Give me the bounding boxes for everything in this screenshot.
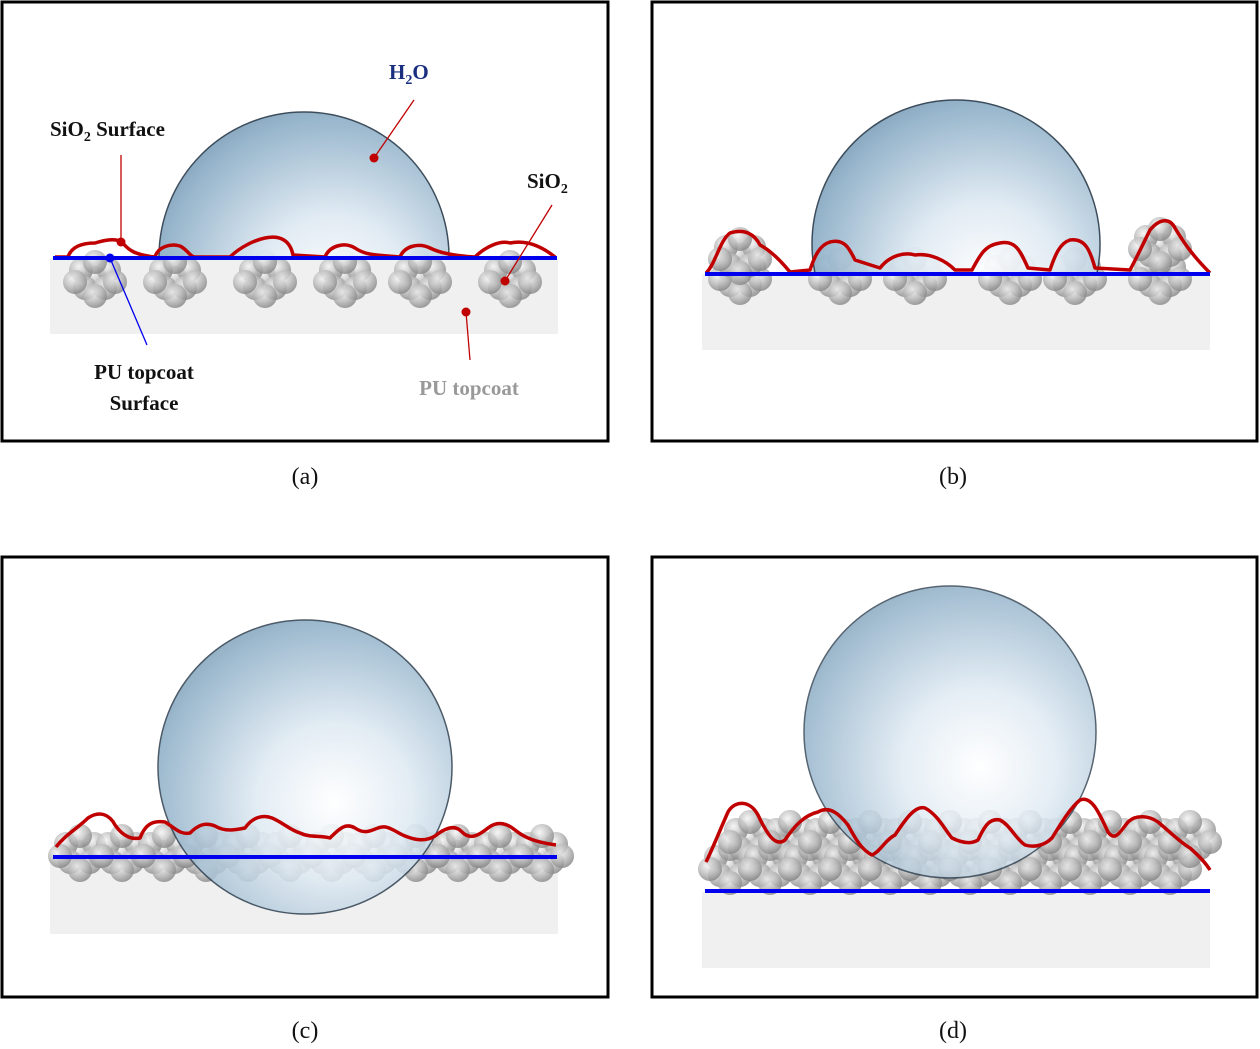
water-droplet-a <box>158 111 450 257</box>
sio2-particle <box>498 284 522 308</box>
label-pu-topcoat: PU topcoat <box>419 376 519 400</box>
sio2-particle <box>1138 857 1162 881</box>
sio2-particle <box>738 857 762 881</box>
sio2-particle <box>828 281 852 305</box>
sio2-particle <box>1078 830 1102 854</box>
sio2-particle <box>1098 857 1122 881</box>
sio2-particle <box>858 857 882 881</box>
sio2-particle <box>698 857 722 881</box>
sio2-surface-line-b <box>704 219 1212 275</box>
water-droplet-d <box>803 585 1097 879</box>
label-pu-surface-line2: Surface <box>110 391 179 415</box>
label-h2o: H2O <box>389 60 429 88</box>
sio2-particle <box>728 281 752 305</box>
sio2-particle <box>1178 844 1202 868</box>
sio2-particle <box>446 824 470 848</box>
sio2-particle <box>83 284 107 308</box>
sio2-particle <box>550 844 574 868</box>
sio2-surface-line-d <box>704 797 1212 871</box>
sio2-particle <box>1178 810 1202 834</box>
sio2-particle <box>143 270 167 294</box>
sio2-particle <box>818 857 842 881</box>
sio2-particle <box>903 281 927 305</box>
sio2-particle <box>1148 281 1172 305</box>
sio2-particle <box>110 858 134 882</box>
sio2-particle <box>1198 830 1222 854</box>
sio2-particle <box>798 830 822 854</box>
pu-topcoat-layer-a <box>50 258 558 334</box>
water-droplet-b <box>811 99 1101 273</box>
sio2-particle <box>718 830 742 854</box>
sio2-particle <box>152 824 176 848</box>
water-droplet-c <box>157 619 453 915</box>
sio2-particle <box>1018 857 1042 881</box>
sio2-particle <box>1063 281 1087 305</box>
sio2-particle <box>233 270 257 294</box>
sio2-particle <box>333 284 357 308</box>
sio2-particle <box>313 270 337 294</box>
sio2-particle <box>1148 251 1172 275</box>
sio2-particle <box>498 250 522 274</box>
sio2-particle <box>68 824 92 848</box>
sio2-particle <box>478 270 502 294</box>
sio2-particle <box>163 284 187 308</box>
caption-a: (a) <box>292 464 319 490</box>
caption-c: (c) <box>292 1018 319 1044</box>
sio2-particle <box>152 858 176 882</box>
sio2-particle <box>738 810 762 834</box>
sio2-particle <box>68 858 92 882</box>
sio2-particle <box>1058 857 1082 881</box>
sio2-particle <box>388 270 412 294</box>
sio2-particle <box>708 247 732 271</box>
sio2-particle <box>353 270 377 294</box>
sio2-particle <box>488 858 512 882</box>
caption-b: (b) <box>939 464 967 490</box>
sio2-particle <box>1148 217 1172 241</box>
sio2-particle <box>530 858 554 882</box>
sio2-particle <box>1168 267 1192 291</box>
sio2-particle <box>518 270 542 294</box>
caption-d: (d) <box>939 1018 967 1044</box>
label-pu-surface-line1: PU topcoat <box>94 360 194 384</box>
sio2-particle <box>273 270 297 294</box>
sio2-particle <box>103 270 127 294</box>
sio2-particle <box>758 830 782 854</box>
sio2-surface-line-c <box>54 812 557 849</box>
sio2-particle <box>253 284 277 308</box>
annotation-leaders <box>105 99 553 361</box>
sio2-particle <box>446 858 470 882</box>
sio2-particle <box>778 857 802 881</box>
label-sio2-surface: SiO2 Surface <box>50 117 165 145</box>
sio2-particle <box>63 270 87 294</box>
sio2-particle <box>748 247 772 271</box>
sio2-particle <box>110 824 134 848</box>
sio2-particle <box>488 824 512 848</box>
pu-topcoat-layer-b <box>702 274 1210 350</box>
sio2-particle <box>998 281 1022 305</box>
sio2-particle <box>408 284 432 308</box>
label-sio2: SiO2 <box>527 169 568 197</box>
sio2-particle <box>1098 810 1122 834</box>
sio2-particle <box>183 270 207 294</box>
sio2-particle <box>83 250 107 274</box>
sio2-particle <box>428 270 452 294</box>
pu-topcoat-layer-d <box>702 892 1210 968</box>
sio2-particle <box>1118 830 1142 854</box>
